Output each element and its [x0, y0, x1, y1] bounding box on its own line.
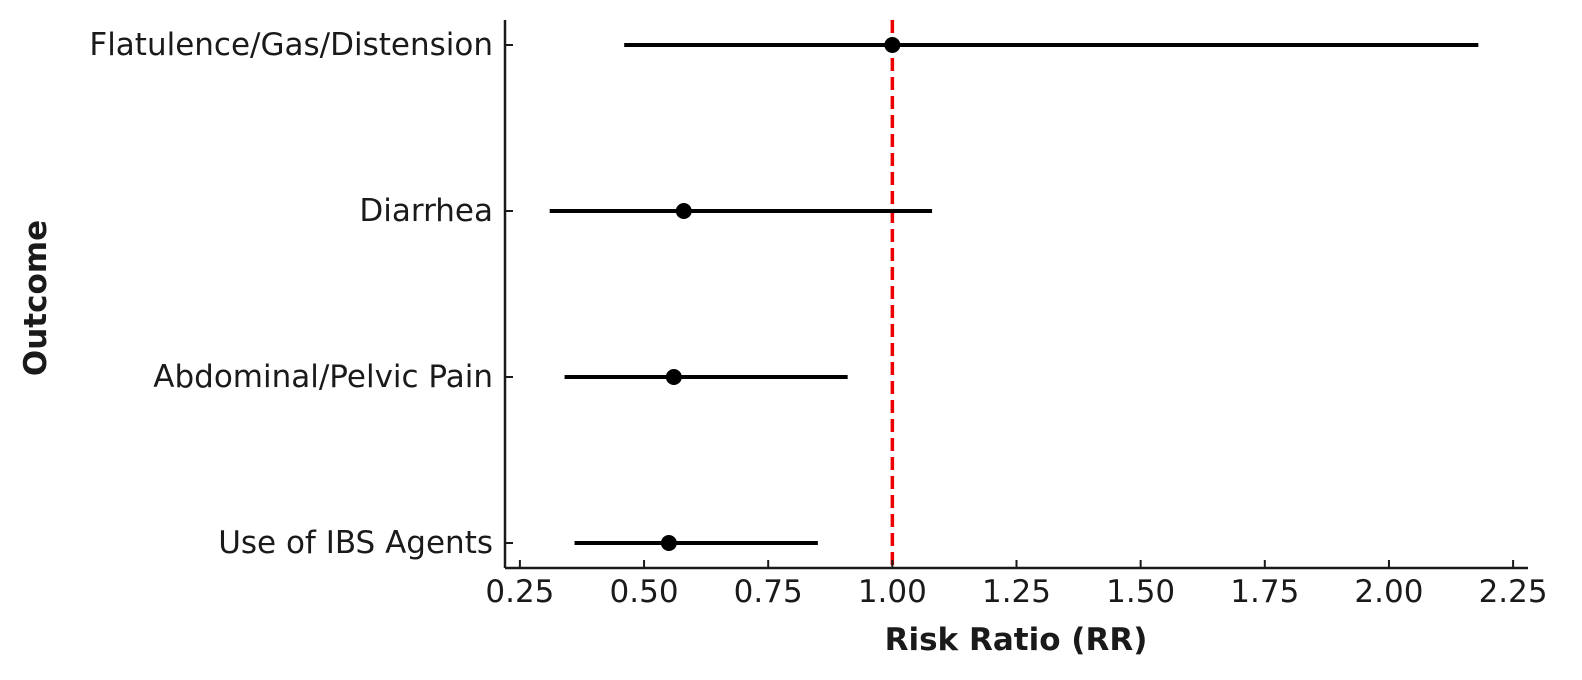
point-estimate [660, 535, 677, 551]
point-estimate [675, 203, 692, 219]
y-tick-label: Diarrhea [359, 193, 493, 229]
axes-layer: Flatulence/Gas/Distension Diarrhea Abdomin… [89, 20, 1548, 610]
x-tick-label: 0.50 [610, 574, 679, 610]
x-tick-label: 2.00 [1354, 574, 1423, 610]
y-tick-label: Flatulence/Gas/Distension [89, 27, 493, 63]
y-tick-label: Use of IBS Agents [218, 525, 493, 561]
x-tick-label: 1.00 [858, 574, 927, 610]
x-axis-title: Risk Ratio (RR) [885, 622, 1148, 658]
x-tick-label: 0.75 [734, 574, 803, 610]
y-axis-title: Outcome [18, 220, 54, 376]
x-tick-label: 1.25 [982, 574, 1051, 610]
x-tick-label: 2.25 [1479, 574, 1548, 610]
point-estimate [665, 369, 682, 385]
x-tick-label: 1.50 [1106, 574, 1175, 610]
x-tick-label: 1.75 [1230, 574, 1299, 610]
point-estimate [884, 37, 901, 53]
y-tick-label: Abdominal/Pelvic Pain [153, 359, 493, 395]
x-tick-label: 0.25 [485, 574, 554, 610]
marks-layer [549, 37, 1479, 551]
